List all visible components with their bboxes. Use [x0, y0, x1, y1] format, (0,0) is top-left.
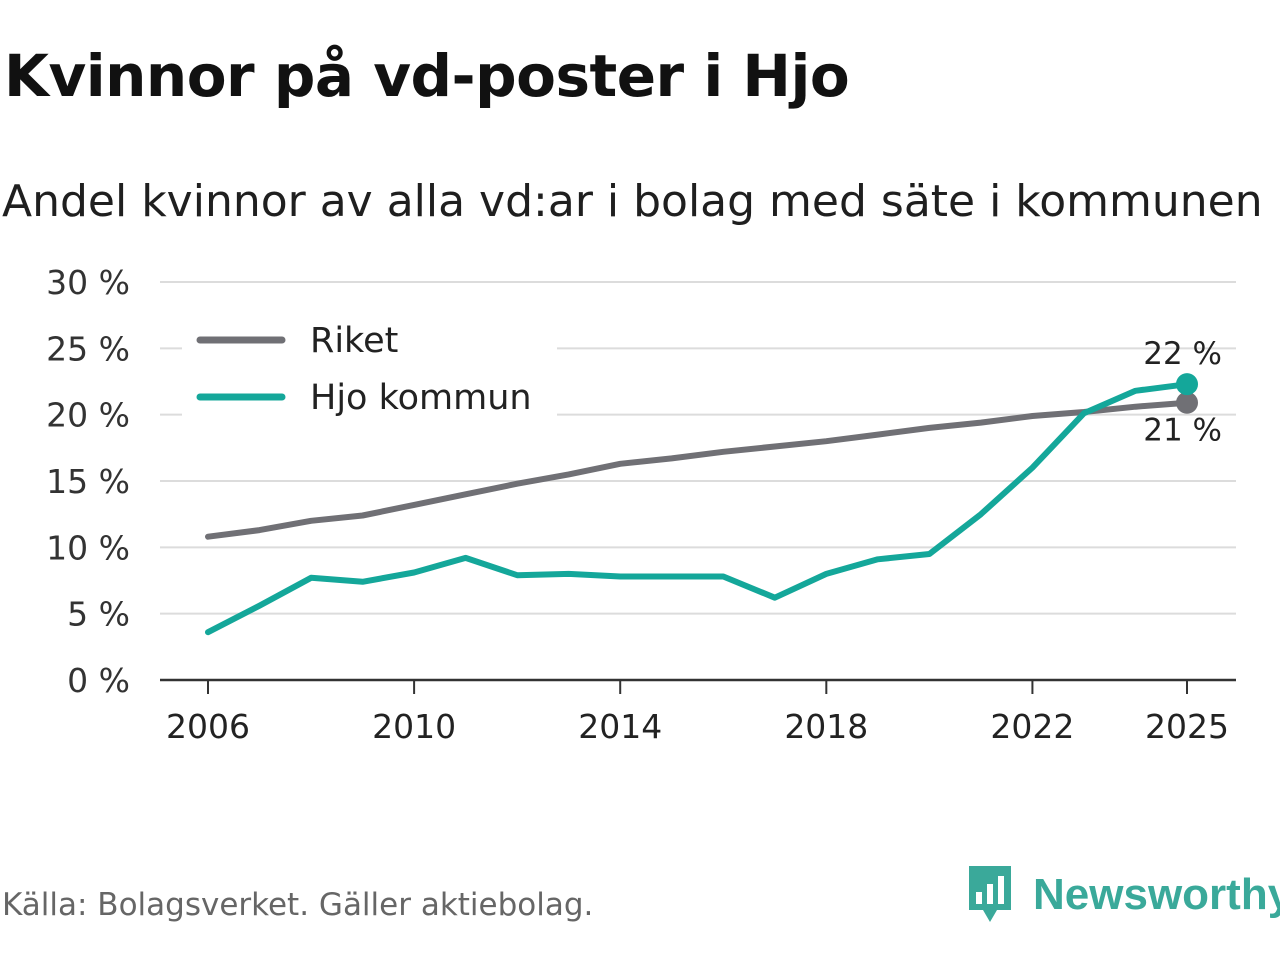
x-tick-label: 2006 — [166, 707, 250, 746]
chart-subtitle: Andel kvinnor av alla vd:ar i bolag med … — [2, 176, 1263, 227]
series-line-hjo-kommun — [205, 381, 1190, 636]
y-axis-labels: 0 % 5 % 10 % 15 % 20 % 25 % 30 % — [46, 263, 130, 700]
x-tick-label: 2014 — [578, 707, 662, 746]
x-tick-label: 2018 — [784, 707, 868, 746]
legend-background — [182, 312, 557, 420]
legend-label-hjo-kommun: Hjo kommun — [310, 378, 532, 418]
y-tick-label: 0 % — [67, 661, 130, 700]
legend-label-riket: Riket — [310, 321, 398, 361]
y-tick-label: 20 % — [46, 396, 130, 435]
legend: Riket Hjo kommun — [182, 312, 557, 420]
series-line-riket — [205, 399, 1190, 540]
series — [205, 373, 1198, 636]
y-tick-label: 25 % — [46, 329, 130, 368]
y-tick-label: 5 % — [67, 595, 130, 634]
y-tick-label: 10 % — [46, 528, 130, 567]
y-tick-label: 15 % — [46, 462, 130, 501]
end-marker-riket — [1176, 391, 1198, 414]
newsworthy-logo-icon — [969, 866, 1011, 922]
brand-name: Newsworthy — [1033, 870, 1280, 919]
end-label-riket: 21 % — [1143, 413, 1222, 449]
x-axis: 2006 2010 2014 2018 2022 2025 — [160, 678, 1236, 746]
x-tick-label: 2022 — [990, 707, 1074, 746]
y-tick-label: 30 % — [46, 263, 130, 302]
brand-logo: Newsworthy — [965, 862, 1280, 928]
x-tick-label: 2010 — [372, 707, 456, 746]
end-marker-hjo-kommun — [1176, 373, 1198, 396]
source-note: Källa: Bolagsverket. Gäller aktiebolag. — [2, 887, 594, 923]
end-label-hjo-kommun: 22 % — [1143, 336, 1222, 372]
x-tick-label: 2025 — [1145, 707, 1229, 746]
end-labels: 21 % 22 % — [1143, 336, 1222, 449]
chart-title: Kvinnor på vd-poster i Hjo — [4, 42, 850, 110]
